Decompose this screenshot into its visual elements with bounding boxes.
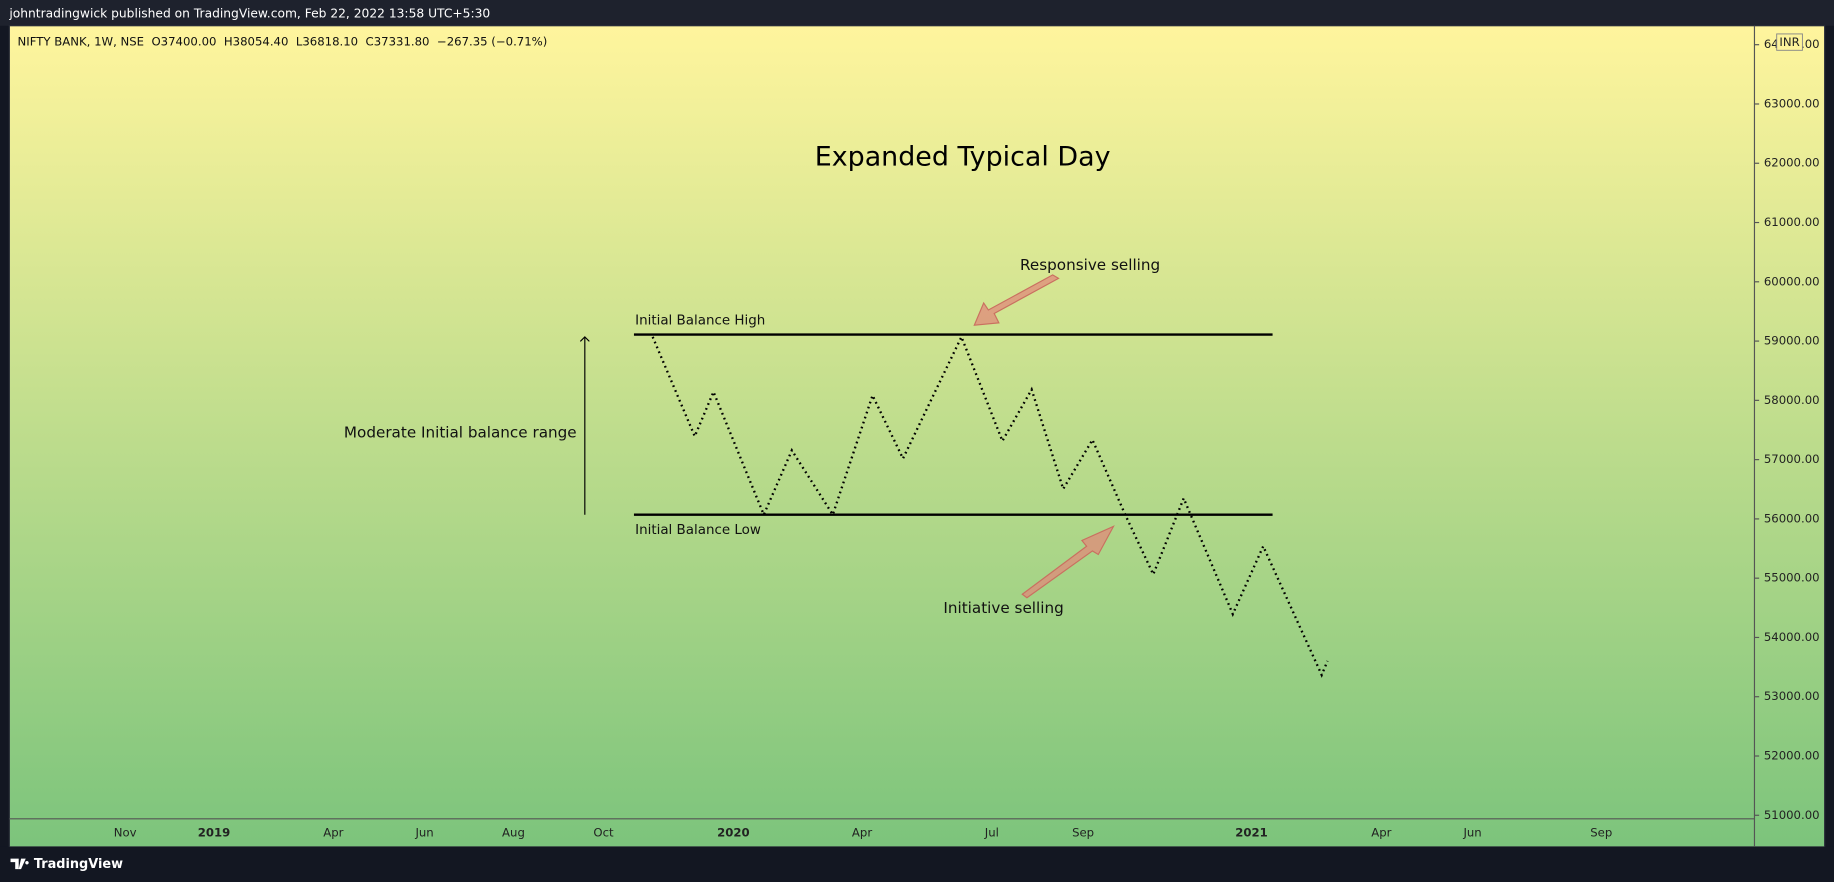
logo — [10, 858, 29, 870]
x-tick-label: Jun — [414, 825, 433, 839]
y-tick-label: 62000.00 — [1764, 156, 1820, 170]
x-tick-label: Jul — [984, 825, 999, 839]
legend: NIFTY BANK, 1W, NSE O37400.00 H38054.40 … — [18, 35, 548, 49]
x-tick-label: Aug — [502, 825, 525, 839]
y-tick-label: 55000.00 — [1764, 571, 1820, 585]
y-tick-label: 60000.00 — [1764, 274, 1820, 288]
footer-bar — [0, 846, 1834, 882]
x-tick-label: Oct — [593, 825, 614, 839]
x-tick-label: 2020 — [717, 825, 750, 839]
y-tick-label: 59000.00 — [1764, 334, 1820, 348]
top-bar — [0, 0, 1834, 26]
y-tick-label: 52000.00 — [1764, 749, 1820, 763]
y-tick-label: 63000.00 — [1764, 96, 1820, 110]
annotation: Initial Balance High — [635, 314, 765, 329]
responsive-arrow — [973, 274, 1060, 326]
currency: INR — [1779, 35, 1799, 49]
y-tick-label: 57000.00 — [1764, 452, 1820, 466]
publisher: johntradingwick published on TradingView… — [8, 7, 490, 21]
annotation: Responsive selling — [1020, 256, 1160, 274]
initiative-arrow — [1021, 525, 1115, 599]
annotation: Moderate Initial balance range — [344, 423, 577, 441]
currency-badge — [1776, 33, 1803, 51]
chart-area — [8, 25, 1826, 848]
price-path — [651, 333, 1329, 678]
annotation: Initial Balance Low — [635, 523, 761, 538]
y-tick-label: 54000.00 — [1764, 630, 1820, 644]
y-tick-label: 56000.00 — [1764, 511, 1820, 525]
x-tick-label: Sep — [1590, 825, 1612, 839]
y-tick-label: 61000.00 — [1764, 215, 1820, 229]
x-tick-label: Sep — [1072, 825, 1094, 839]
x-tick-label: Jun — [1462, 825, 1481, 839]
x-tick-label: Apr — [852, 825, 872, 839]
y-tick-label: 58000.00 — [1764, 393, 1820, 407]
drawing-title: Expanded Typical Day — [815, 141, 1111, 172]
x-tick-label: 2019 — [198, 825, 231, 839]
x-tick-label: Nov — [114, 825, 137, 839]
x-tick-label: Apr — [323, 825, 343, 839]
x-tick-label: Apr — [1371, 825, 1391, 839]
y-tick-label: 51000.00 — [1764, 808, 1820, 822]
y-tick-label: 53000.00 — [1764, 689, 1820, 703]
x-tick-label: 2021 — [1235, 825, 1268, 839]
brand: TradingView — [34, 857, 123, 872]
annotation: Initiative selling — [943, 599, 1063, 617]
